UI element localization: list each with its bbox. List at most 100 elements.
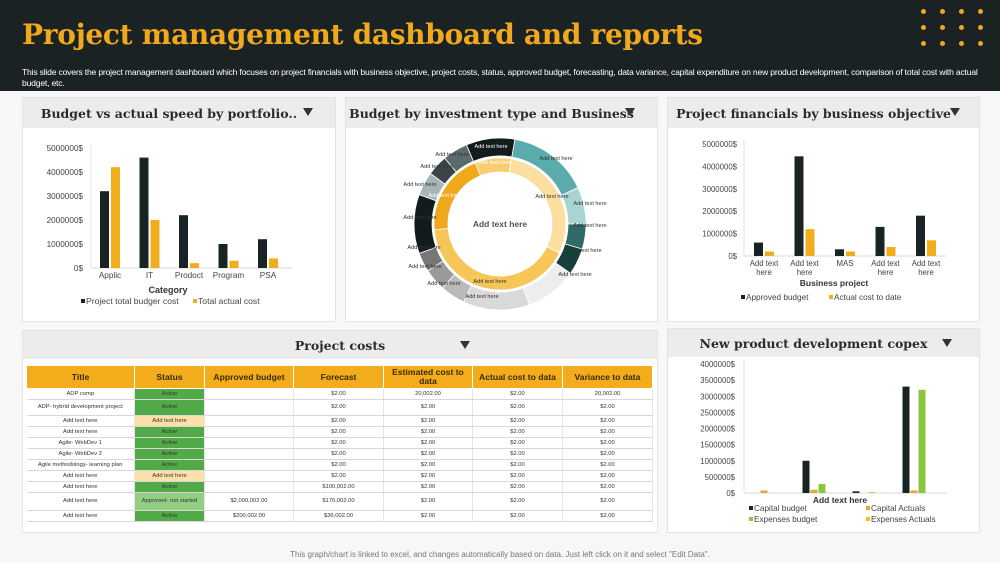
page-title: Project management dashboard and reports bbox=[22, 18, 703, 51]
table-cell: $2.00 bbox=[383, 470, 473, 482]
table-cell: ADP- hybrid development project bbox=[26, 399, 135, 416]
panel-title: Budget by investment type and Business bbox=[349, 105, 634, 121]
table-cell: $2.00 bbox=[293, 437, 384, 449]
table-cell: $2.00 bbox=[383, 448, 473, 460]
table-row: Agile methodology- learning plan Active $2… bbox=[26, 459, 653, 471]
header: Project management dashboard and reports… bbox=[0, 0, 1000, 91]
table-cell: $2.00 bbox=[383, 459, 473, 471]
table-cell: Add text here bbox=[26, 426, 135, 438]
table-cell: $2.00 bbox=[562, 399, 653, 416]
panel-financials: Project financials by business objective bbox=[667, 97, 980, 322]
table-row: ADP- hybrid development project Active $2.… bbox=[26, 399, 653, 416]
table-cell bbox=[204, 470, 294, 482]
table-cell: $200,002.00 bbox=[204, 510, 294, 522]
column-header: Status bbox=[134, 365, 205, 389]
table-cell: $2.00 bbox=[383, 426, 473, 438]
status-cell: Active bbox=[134, 448, 205, 460]
table-cell: $2.00 bbox=[472, 426, 563, 438]
panel-capex: New product development copex bbox=[667, 328, 980, 533]
panel-title: Budget vs actual speed by portfolio.. bbox=[40, 105, 298, 121]
dot bbox=[940, 9, 945, 14]
decorative-dots bbox=[918, 8, 998, 50]
table-cell: $2.00 bbox=[472, 510, 563, 522]
table-cell: $2.00 bbox=[383, 481, 473, 493]
table-cell bbox=[204, 481, 294, 493]
footer-note: This graph/chart is linked to excel, and… bbox=[290, 550, 710, 559]
dot bbox=[940, 41, 945, 46]
dropdown-caret-icon[interactable] bbox=[460, 341, 470, 349]
table-cell: $2.00 bbox=[472, 437, 563, 449]
dot bbox=[978, 9, 983, 14]
dot bbox=[921, 41, 926, 46]
panel-header: Budget by investment type and Business bbox=[346, 98, 657, 128]
table-cell: $2.00 bbox=[472, 470, 563, 482]
column-header: Approved budget bbox=[204, 365, 294, 389]
table-cell: $2.00 bbox=[383, 437, 473, 449]
page-description: This slide covers the project management… bbox=[22, 67, 978, 88]
table-row: Add text here Active $200,002.00 $36,002.00… bbox=[26, 510, 653, 522]
panel-title: New product development copex bbox=[699, 335, 928, 351]
table-cell: Agile methodology- learning plan bbox=[26, 459, 135, 471]
table-cell: $2.00 bbox=[383, 399, 473, 416]
project-costs-table: Title Status Approved budget Forecast Estima… bbox=[26, 365, 653, 522]
table-cell: $2.00 bbox=[293, 415, 384, 427]
column-header: Estimated cost to data bbox=[383, 365, 473, 389]
table-row: Add text here Approved- not started $2,000… bbox=[26, 492, 653, 511]
table-cell: $2.00 bbox=[472, 459, 563, 471]
panel-investment: Budget by investment type and Business bbox=[345, 97, 658, 322]
dropdown-caret-icon[interactable] bbox=[625, 108, 635, 116]
table-row: Add text here Add text here $2.00 $2.00 $2.0… bbox=[26, 415, 653, 427]
dot bbox=[959, 25, 964, 30]
panel-header: Budget vs actual speed by portfolio.. bbox=[23, 98, 335, 128]
dot bbox=[959, 9, 964, 14]
table-cell: $2.00 bbox=[472, 492, 563, 511]
dropdown-caret-icon[interactable] bbox=[942, 339, 952, 347]
table-cell: $2.00 bbox=[472, 448, 563, 460]
table-cell: $2.00 bbox=[293, 459, 384, 471]
table-row: Add text here Add text here $2.00 $2.00 $2.0… bbox=[26, 470, 653, 482]
status-cell: Active bbox=[134, 459, 205, 471]
panel-header: New product development copex bbox=[668, 329, 979, 357]
table-cell: Add text here bbox=[26, 470, 135, 482]
table-cell: $2.00 bbox=[383, 492, 473, 511]
status-cell: Add text here bbox=[134, 415, 205, 427]
table-cell: $2.00 bbox=[293, 399, 384, 416]
table-cell: $2,000,002.00 bbox=[204, 492, 294, 511]
column-header: Title bbox=[26, 365, 135, 389]
table-cell bbox=[204, 448, 294, 460]
table-cell: $2.00 bbox=[472, 388, 563, 400]
table-header-row: Title Status Approved budget Forecast Estima… bbox=[26, 365, 653, 389]
table-cell: $2.00 bbox=[472, 415, 563, 427]
table-cell: Add text here bbox=[26, 510, 135, 522]
column-header: Forecast bbox=[293, 365, 384, 389]
panel-header: Project financials by business objective bbox=[668, 98, 979, 128]
status-cell: Active bbox=[134, 426, 205, 438]
table-cell: ADP comp bbox=[26, 388, 135, 400]
table-cell: $170,002.00 bbox=[293, 492, 384, 511]
table-cell: $2.00 bbox=[293, 470, 384, 482]
status-cell: Active bbox=[134, 510, 205, 522]
table-cell: Add text here bbox=[26, 415, 135, 427]
status-cell: Active bbox=[134, 481, 205, 493]
table-cell: Agile- WebDev 1 bbox=[26, 437, 135, 449]
status-cell: Approved- not started bbox=[134, 492, 205, 511]
panel-title: Project costs bbox=[294, 337, 386, 353]
table-cell: $2.00 bbox=[562, 492, 653, 511]
table-cell: $100,002.00 bbox=[293, 481, 384, 493]
table-cell: Agile- WebDev 2 bbox=[26, 448, 135, 460]
table-cell: $2.00 bbox=[562, 437, 653, 449]
table-cell: 20,002.00 bbox=[383, 388, 473, 400]
table-cell: Add text here bbox=[26, 492, 135, 511]
table-row: Add text here Active $2.00 $2.00 $2.00 $2.00 bbox=[26, 426, 653, 438]
panel-header: Project costs bbox=[23, 331, 657, 359]
status-cell: Active bbox=[134, 437, 205, 449]
dropdown-caret-icon[interactable] bbox=[950, 108, 960, 116]
dot bbox=[959, 41, 964, 46]
table-cell: $36,002.00 bbox=[293, 510, 384, 522]
table-cell: $2.00 bbox=[562, 470, 653, 482]
table-cell: $2.00 bbox=[383, 415, 473, 427]
dropdown-caret-icon[interactable] bbox=[303, 108, 313, 116]
table-row: Add text here Active $100,002.00 $2.00 $2.00… bbox=[26, 481, 653, 493]
dot bbox=[978, 25, 983, 30]
table-cell: $2.00 bbox=[293, 448, 384, 460]
